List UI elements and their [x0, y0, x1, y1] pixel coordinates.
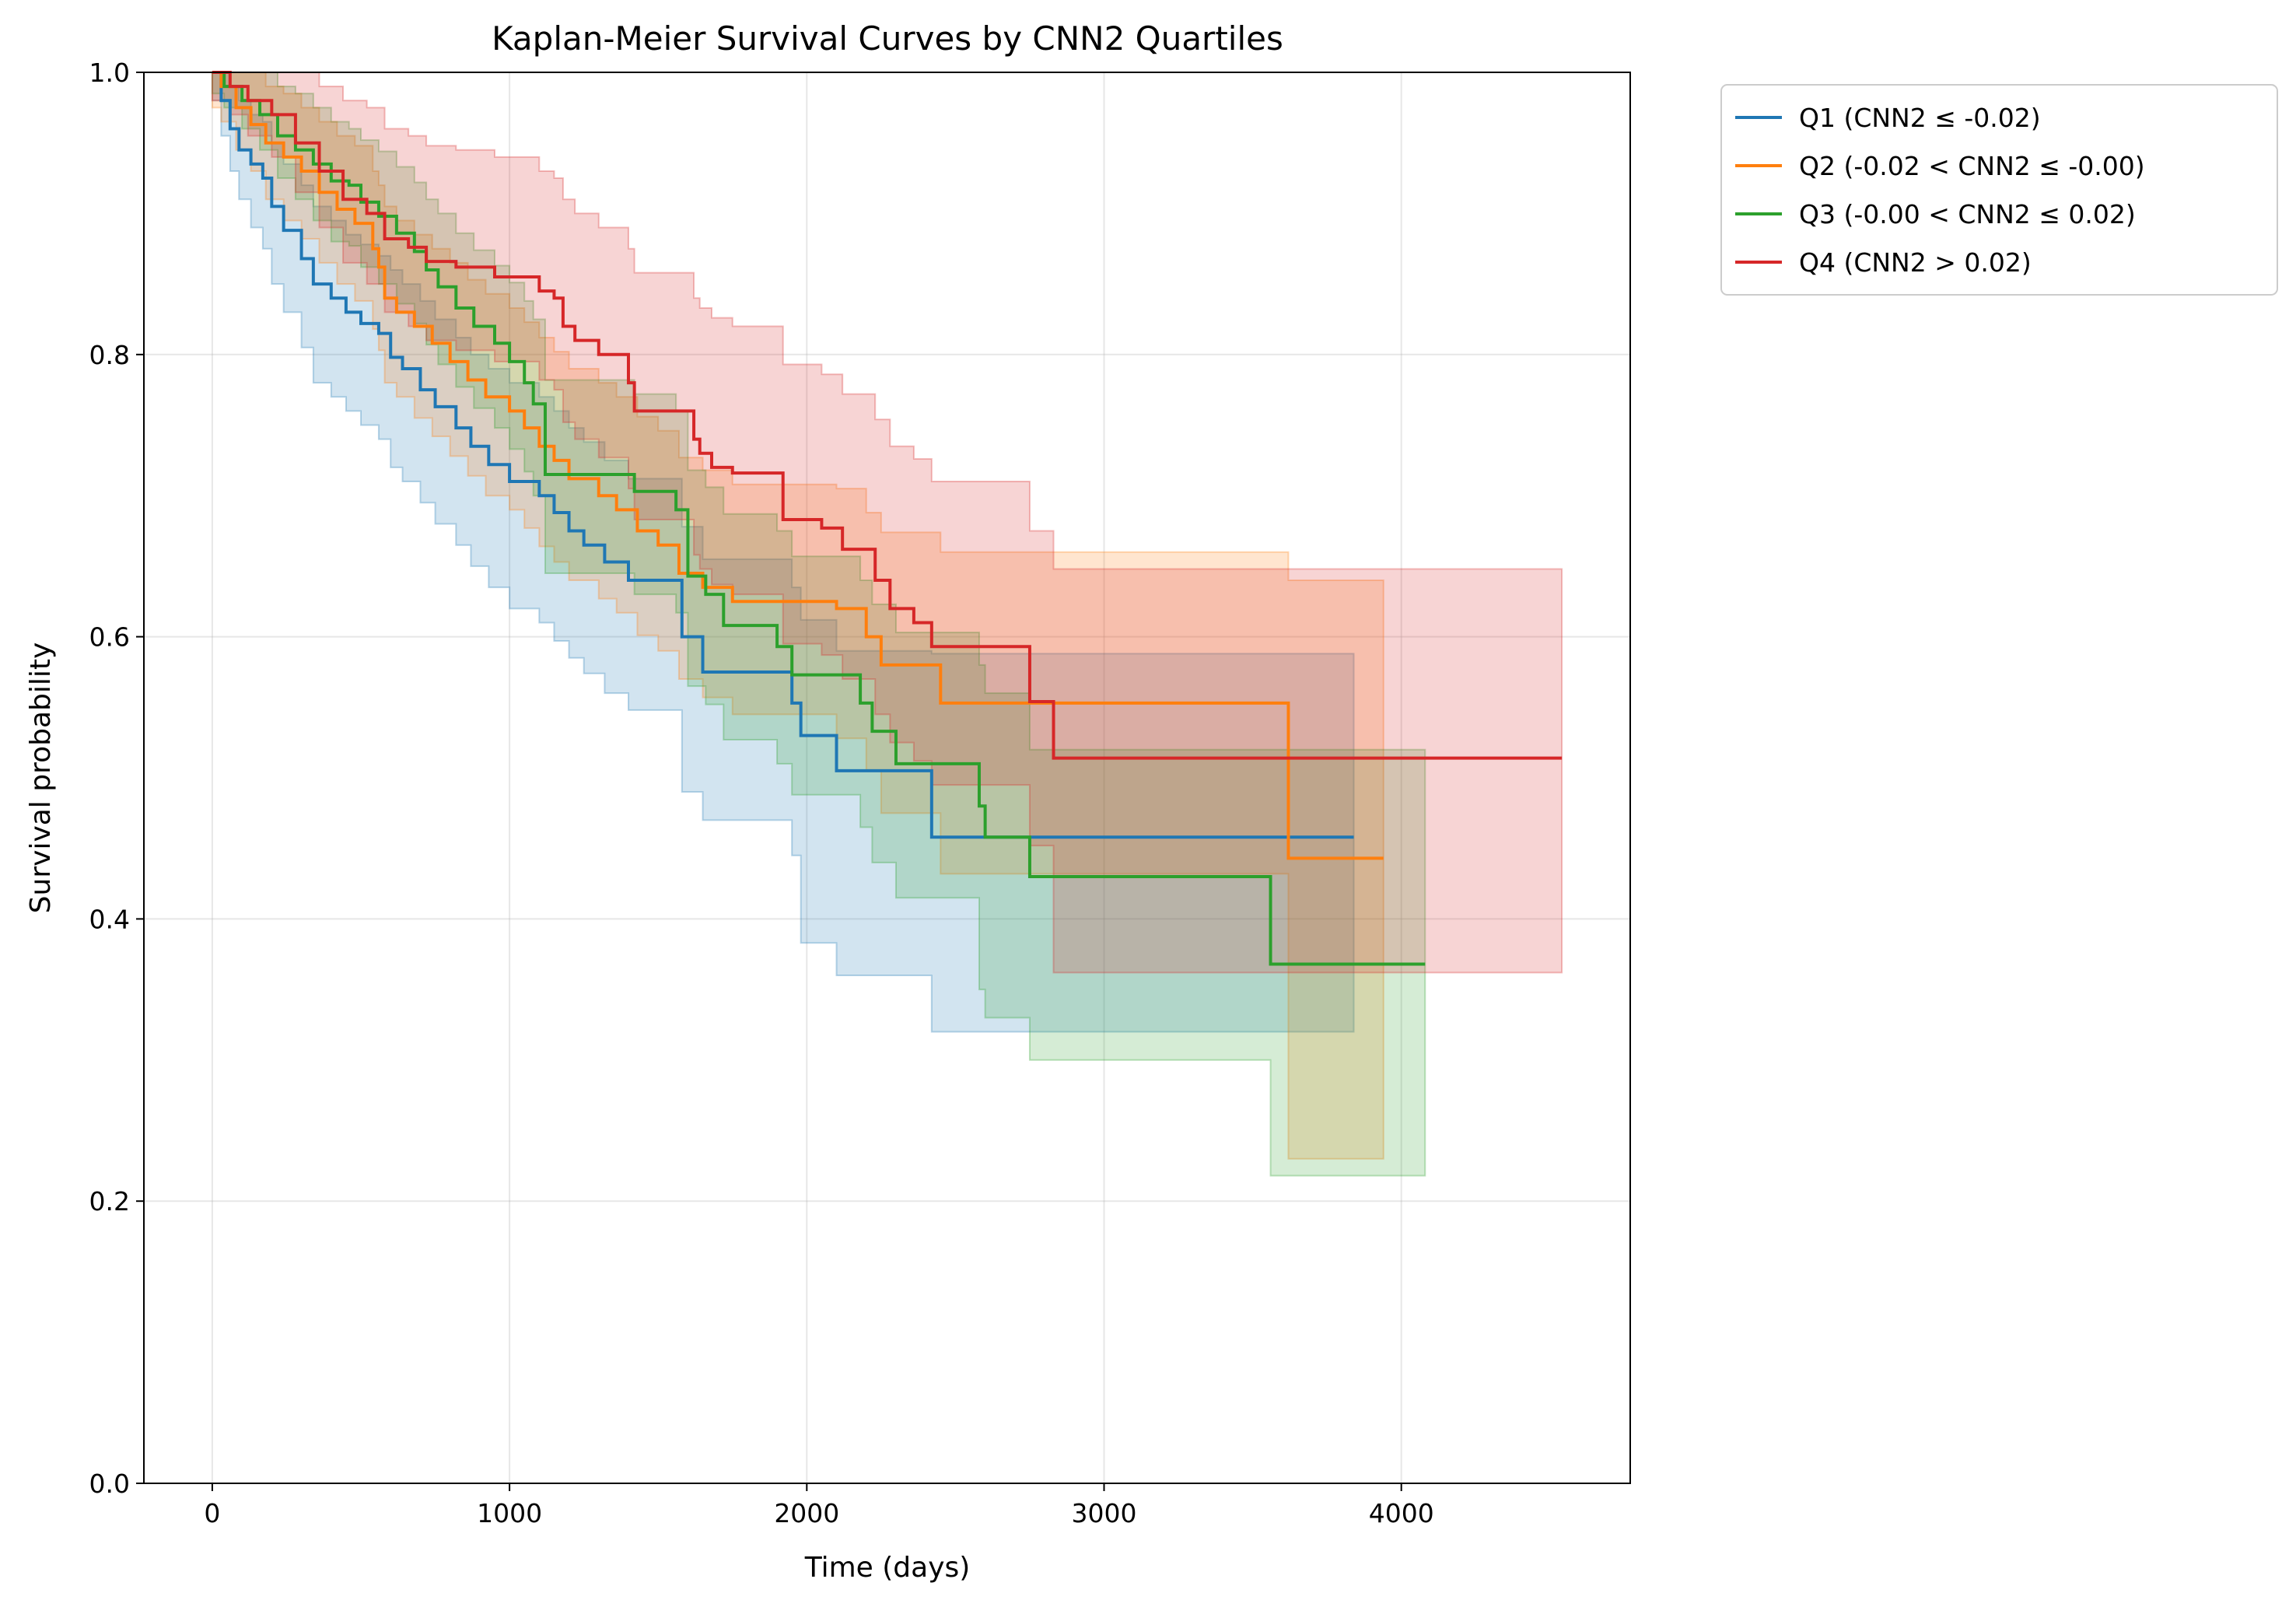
x-axis-label: Time (days): [804, 1552, 971, 1584]
legend-label-q3: Q3 (-0.00 < CNN2 ≤ 0.02): [1799, 199, 2136, 229]
y-tick-label: 0.8: [89, 340, 130, 370]
y-axis-label: Survival probability: [25, 642, 57, 914]
survival-line-q1: [212, 71, 1354, 839]
survival-line-q4: [212, 71, 1563, 760]
tick-layer: 0 1000 2000 3000 4000 0.0 0.2 0.4 0.6 0.8 1.0: [89, 58, 1434, 1528]
y-tick-label: 0.0: [89, 1469, 130, 1499]
confidence-band-q1: [211, 72, 1355, 1033]
legend-label-q4: Q4 (CNN2 > 0.02): [1799, 247, 2032, 278]
y-tick-label: 0.2: [89, 1186, 130, 1217]
x-tick-label: 1000: [477, 1498, 542, 1528]
x-tick-label: 4000: [1369, 1498, 1434, 1528]
plot-frame: [143, 72, 1631, 1484]
legend-label-q1: Q1 (CNN2 ≤ -0.02): [1799, 103, 2041, 133]
legend: Q1 (CNN2 ≤ -0.02) Q2 (-0.02 < CNN2 ≤ -0.0…: [1720, 84, 2278, 296]
survival-line-q3: [212, 71, 1426, 966]
legend-label-q2: Q2 (-0.02 < CNN2 ≤ -0.00): [1799, 151, 2145, 181]
y-tick-label: 0.6: [89, 622, 130, 653]
plot-area: [144, 72, 1630, 1483]
x-tick-label: 3000: [1072, 1498, 1137, 1528]
confidence-band-q4: [211, 72, 1563, 974]
survival-line-q2: [212, 71, 1384, 860]
chart-title: Kaplan-Meier Survival Curves by CNN2 Qua…: [492, 19, 1283, 58]
x-tick-label: 0: [204, 1498, 220, 1528]
survival-line-layer: [212, 71, 1563, 966]
y-tick-label: 1.0: [89, 58, 130, 88]
confidence-band-q3: [211, 72, 1426, 1177]
x-tick-label: 2000: [774, 1498, 839, 1528]
y-tick-label: 0.4: [89, 904, 130, 934]
legend-box: [1720, 84, 2278, 296]
